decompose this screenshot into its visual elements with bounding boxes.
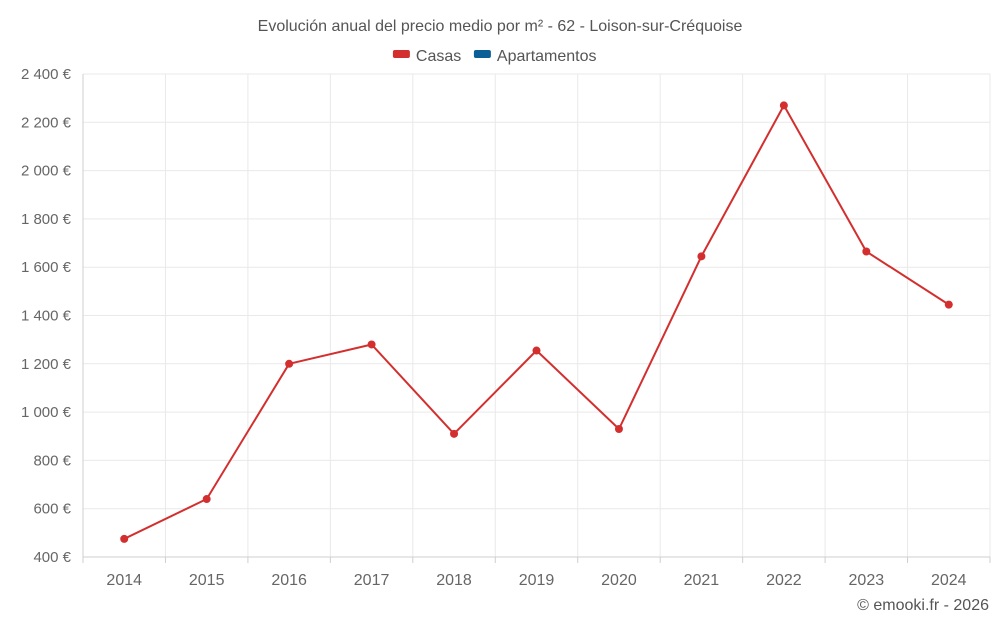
x-tick-label: 2024 — [931, 572, 967, 589]
x-axis: 2014 2015 2016 2017 2018 2019 2020 2021 2022 2023… — [82, 557, 991, 589]
y-tick-label: 2 400 € — [21, 66, 72, 83]
y-tick-label: 1 800 € — [21, 211, 72, 228]
x-tick-label: 2016 — [271, 572, 307, 589]
y-tick-label: 2 200 € — [21, 114, 72, 131]
y-tick-label: 1 200 € — [21, 356, 72, 373]
legend-swatch — [473, 50, 491, 58]
credit-text: © emooki.fr - 2026 — [857, 597, 989, 614]
data-point[interactable] — [120, 534, 129, 543]
legend-label[interactable]: Apartamentos — [497, 48, 597, 65]
x-tick-label: 2018 — [436, 572, 472, 589]
chart-title: Evolución anual del precio medio por m² … — [258, 18, 743, 35]
y-axis: 400 € 600 € 800 € 1 000 € 1 200 € 1 400 € 1 60… — [21, 66, 72, 566]
x-tick-label: 2023 — [849, 572, 885, 589]
data-point[interactable] — [614, 425, 623, 434]
data-point[interactable] — [450, 429, 459, 438]
y-tick-label: 1 400 € — [21, 308, 72, 325]
x-tick-label: 2014 — [106, 572, 142, 589]
legend: Casas Apartamentos — [392, 48, 597, 65]
x-tick-label: 2015 — [189, 572, 225, 589]
data-point[interactable] — [532, 346, 541, 355]
y-tick-label: 800 € — [33, 452, 71, 469]
data-point[interactable] — [202, 495, 211, 504]
y-tick-label: 2 000 € — [21, 163, 72, 180]
data-point[interactable] — [285, 359, 294, 368]
y-tick-label: 1 000 € — [21, 404, 72, 421]
x-tick-label: 2021 — [684, 572, 720, 589]
data-point[interactable] — [862, 247, 871, 256]
y-tick-label: 600 € — [33, 501, 71, 518]
data-point[interactable] — [697, 252, 706, 261]
x-tick-label: 2017 — [354, 572, 390, 589]
y-tick-label: 1 600 € — [21, 259, 72, 276]
x-tick-label: 2019 — [519, 572, 555, 589]
gridlines — [82, 73, 991, 558]
legend-label[interactable]: Casas — [416, 48, 461, 65]
data-point[interactable] — [779, 101, 788, 110]
data-point[interactable] — [944, 300, 953, 309]
series-layer — [120, 101, 953, 543]
data-point[interactable] — [367, 340, 376, 349]
x-tick-label: 2020 — [601, 572, 637, 589]
x-tick-label: 2022 — [766, 572, 802, 589]
legend-swatch — [392, 50, 410, 58]
y-tick-label: 400 € — [33, 549, 71, 566]
